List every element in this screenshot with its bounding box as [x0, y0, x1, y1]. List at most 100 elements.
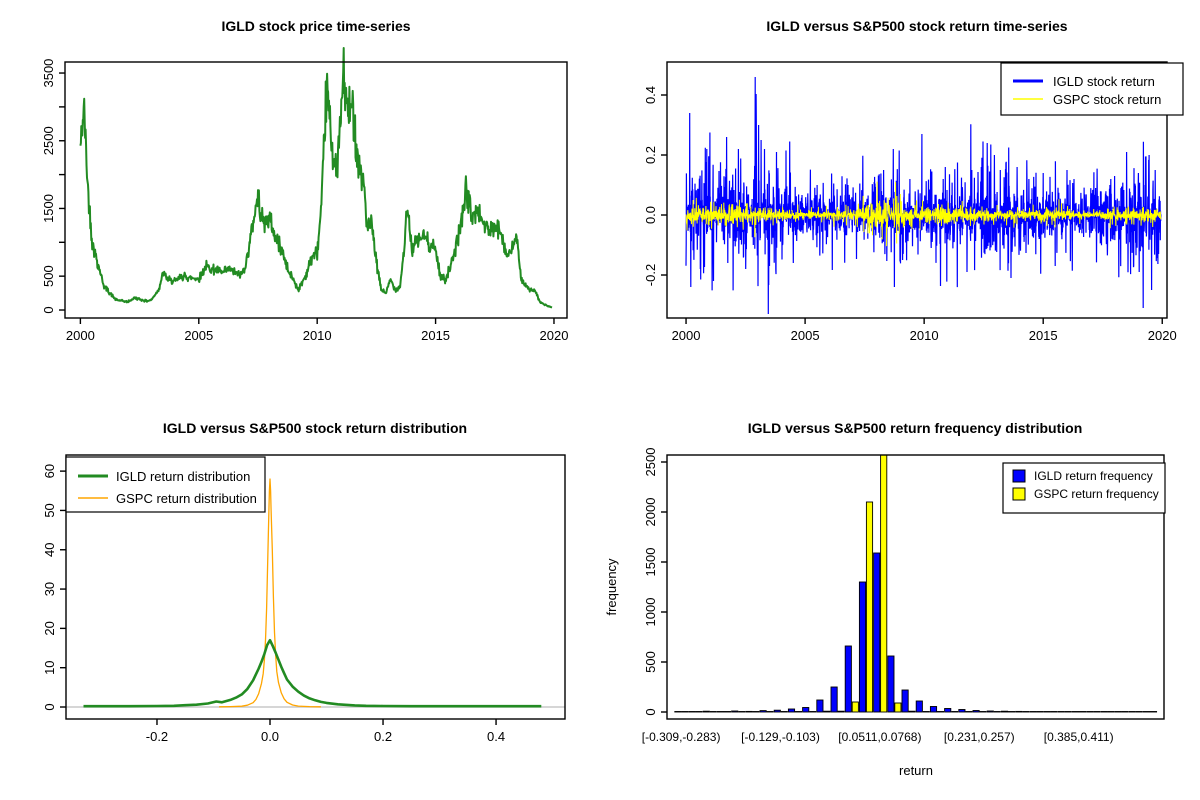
- legend: IGLD stock return GSPC stock return: [1000, 62, 1184, 116]
- plot-frame: [666, 61, 1168, 319]
- x-tick-label: 2000: [66, 328, 95, 343]
- y-tick-label: -0.2: [643, 264, 658, 286]
- gspc-frequency-bar: [979, 711, 987, 713]
- igld-density-line: [83, 638, 542, 708]
- gspc-frequency-bar: [951, 711, 959, 713]
- igld-frequency-bar: [1100, 711, 1108, 713]
- legend-box: [1002, 462, 1166, 514]
- igld-frequency-bar: [1057, 711, 1065, 713]
- y-tick-label: 10: [42, 660, 57, 674]
- gspc-frequency-bar: [1149, 711, 1158, 713]
- bin-label: [0.385,0.411): [1044, 730, 1114, 744]
- igld-frequency-bar: [944, 708, 952, 713]
- y-tick-label: 40: [42, 543, 57, 557]
- x-axis: -0.2 0.0 0.2 0.4: [146, 719, 505, 744]
- series: [66, 478, 565, 708]
- gspc-frequency-bar: [851, 701, 859, 713]
- igld-frequency-bar: [1071, 711, 1080, 713]
- y-tick-label: 50: [42, 503, 57, 517]
- gspc-frequency-bar: [723, 711, 732, 713]
- gspc-frequency-bar: [794, 711, 803, 713]
- x-tick-label: 0.4: [487, 729, 505, 744]
- y-tick-label: 500: [41, 265, 56, 287]
- gspc-frequency-bar: [709, 711, 717, 713]
- legend-label: IGLD return distribution: [116, 469, 250, 484]
- x-tick-label: 2000: [672, 328, 701, 343]
- series: [79, 47, 553, 309]
- igld-frequency-bar: [972, 710, 980, 713]
- gspc-frequency-bar: [936, 711, 945, 713]
- gspc-frequency-bar: [837, 710, 845, 713]
- y-tick-label: 0: [41, 306, 56, 313]
- igld-frequency-bar: [830, 686, 838, 713]
- gspc-return-line: [685, 181, 1162, 247]
- igld-frequency-bar: [986, 710, 994, 713]
- x-tick-label: 2010: [303, 328, 332, 343]
- legend-label: GSPC stock return: [1053, 92, 1161, 107]
- legend-label: IGLD stock return: [1053, 74, 1155, 89]
- legend-swatch-igld: [1012, 469, 1026, 483]
- x-axis: 2000 2005 2010 2015 2020: [66, 318, 569, 343]
- gspc-frequency-bar: [1093, 711, 1101, 713]
- gspc-frequency-bar: [1022, 711, 1030, 713]
- plot-return-timeseries: IGLD versus S&P500 stock return time-ser…: [643, 18, 1184, 343]
- legend-label: IGLD return frequency: [1034, 469, 1153, 483]
- igld-frequency-bar: [873, 552, 881, 713]
- x-tick-label: 2015: [421, 328, 450, 343]
- x-tick-label: 0.0: [261, 729, 279, 744]
- x-tick-label: 2010: [910, 328, 939, 343]
- igld-frequency-bar: [787, 708, 796, 713]
- gspc-frequency-bar: [695, 711, 703, 713]
- legend-label: GSPC return distribution: [116, 491, 257, 506]
- y-tick-label: 1500: [41, 194, 56, 223]
- legend: IGLD return frequency GSPC return freque…: [1002, 462, 1166, 514]
- x-tick-label: 0.2: [374, 729, 392, 744]
- gspc-frequency-bar: [766, 711, 774, 713]
- igld-frequency-bar: [858, 581, 867, 713]
- gspc-frequency-bar: [809, 711, 817, 713]
- igld-frequency-bar: [1086, 711, 1094, 713]
- x-tick-label: 2005: [791, 328, 820, 343]
- legend-box: [65, 456, 266, 513]
- igld-frequency-bar: [702, 710, 710, 713]
- x-tick-label: -0.2: [146, 729, 168, 744]
- gspc-frequency-bar: [1007, 711, 1016, 713]
- igld-frequency-bar: [915, 700, 923, 713]
- igld-frequency-bar: [1142, 711, 1151, 713]
- igld-frequency-bar: [802, 707, 810, 713]
- y-tick-label: 1000: [643, 598, 658, 627]
- igld-frequency-bar: [958, 709, 966, 713]
- gspc-frequency-bar: [1121, 711, 1129, 713]
- y-axis: 0 500 1500 2500 3500: [41, 59, 65, 314]
- plot-title: IGLD versus S&P500 stock return distribu…: [163, 420, 467, 436]
- gspc-frequency-bar: [993, 711, 1001, 713]
- igld-frequency-bar: [1128, 711, 1136, 713]
- igld-frequency-bar: [731, 710, 739, 713]
- y-axis: -0.2 0.0 0.2 0.4: [643, 86, 667, 286]
- gspc-frequency-bar: [894, 702, 902, 713]
- igld-frequency-bar: [674, 711, 682, 713]
- y-axis-title: frequency: [604, 558, 619, 616]
- y-axis: 0 10 20 30 40 50 60: [42, 464, 66, 711]
- plot-title: IGLD versus S&P500 return frequency dist…: [748, 420, 1083, 436]
- gspc-frequency-bar: [738, 711, 746, 713]
- gspc-frequency-bar: [1135, 711, 1143, 713]
- igld-frequency-bar: [759, 710, 767, 713]
- plot-frame: [65, 454, 566, 720]
- igld-frequency-bar: [716, 711, 725, 713]
- gspc-density-line: [219, 478, 321, 708]
- igld-frequency-bar: [688, 711, 696, 713]
- legend: IGLD return distribution GSPC return dis…: [65, 456, 266, 513]
- igld-frequency-bar: [1000, 710, 1009, 713]
- legend-label: GSPC return frequency: [1034, 487, 1159, 501]
- y-tick-label: 1500: [643, 548, 658, 577]
- y-tick-label: 0.2: [643, 146, 658, 164]
- x-tick-label: 2020: [540, 328, 569, 343]
- gspc-frequency-bar: [1107, 711, 1115, 713]
- y-tick-label: 0.0: [643, 206, 658, 224]
- igld-frequency-bar: [816, 699, 824, 713]
- price-series-line: [79, 47, 553, 309]
- legend-box: [1000, 62, 1184, 116]
- igld-frequency-bar: [1114, 711, 1122, 713]
